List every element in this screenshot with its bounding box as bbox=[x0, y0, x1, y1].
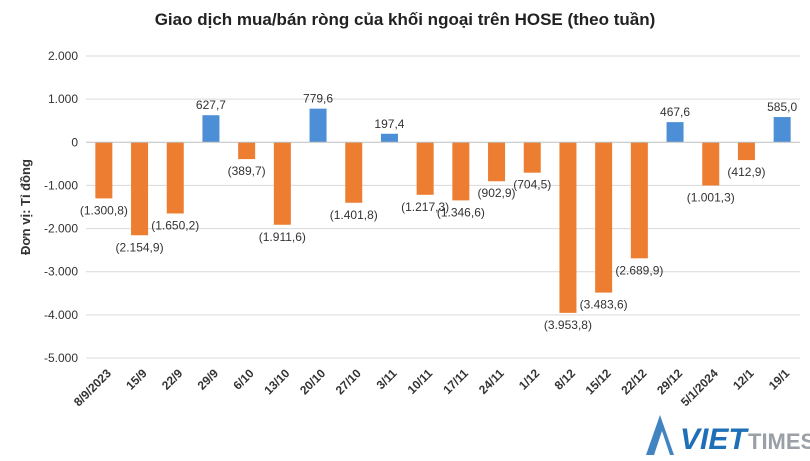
x-tick-label: 5/1/2024 bbox=[678, 366, 721, 409]
x-tick-label: 22/9 bbox=[159, 366, 186, 393]
y-axis-title: Đơn vị: Tỉ đồng bbox=[18, 159, 33, 255]
x-tick-label: 13/10 bbox=[261, 366, 292, 397]
bar bbox=[238, 142, 256, 160]
bar bbox=[630, 142, 648, 259]
x-tick-label: 27/10 bbox=[333, 366, 364, 397]
bar bbox=[452, 142, 470, 201]
bar bbox=[737, 142, 755, 161]
y-tick-label: -1.000 bbox=[44, 178, 78, 192]
bar bbox=[488, 142, 506, 182]
data-label: (1.911,6) bbox=[259, 230, 306, 244]
data-label: (1.217,3) bbox=[401, 200, 449, 214]
logo-text-viet: VIET bbox=[680, 423, 749, 456]
x-tick-label: 8/9/2023 bbox=[71, 366, 114, 409]
data-label: 627,7 bbox=[196, 98, 226, 112]
x-tick-label: 12/1 bbox=[730, 366, 757, 393]
bar bbox=[166, 142, 184, 214]
data-label: 467,6 bbox=[660, 105, 690, 119]
x-tick-label: 22/12 bbox=[618, 366, 649, 397]
viettimes-logo-mark-icon bbox=[646, 415, 674, 455]
y-tick-label: -3.000 bbox=[44, 265, 78, 279]
bar bbox=[666, 122, 684, 143]
x-tick-label: 19/1 bbox=[766, 366, 793, 393]
y-tick-label: 2.000 bbox=[48, 49, 78, 63]
data-label: (3.953,8) bbox=[544, 318, 592, 332]
data-label: (3.483,6) bbox=[580, 298, 628, 312]
data-label: (1.001,3) bbox=[687, 190, 735, 204]
data-label: (1.650,2) bbox=[151, 218, 199, 232]
bar bbox=[773, 117, 791, 143]
data-label: (2.154,9) bbox=[116, 240, 164, 254]
bar bbox=[523, 142, 541, 173]
x-tick-label: 10/11 bbox=[405, 366, 436, 397]
x-tick-label: 24/11 bbox=[476, 366, 507, 397]
data-label: (412,9) bbox=[727, 165, 765, 179]
data-label: 585,0 bbox=[767, 100, 797, 114]
x-tick-label: 3/11 bbox=[374, 366, 400, 392]
bar bbox=[702, 142, 720, 186]
bar bbox=[309, 108, 327, 143]
y-tick-label: -2.000 bbox=[44, 222, 78, 236]
data-label: (2.689,9) bbox=[615, 263, 663, 277]
x-tick-label: 1/12 bbox=[516, 366, 543, 393]
bar bbox=[202, 115, 220, 143]
bar bbox=[273, 142, 291, 225]
chart-title: Giao dịch mua/bán ròng của khối ngoại tr… bbox=[154, 10, 656, 29]
y-tick-label: -5.000 bbox=[44, 351, 78, 365]
y-tick-label: 0 bbox=[71, 135, 78, 149]
x-tick-label: 8/12 bbox=[552, 366, 579, 393]
data-label: (1.300,8) bbox=[80, 203, 128, 217]
bar bbox=[416, 142, 434, 195]
bar bbox=[559, 142, 577, 313]
bar bbox=[380, 133, 398, 143]
bar bbox=[131, 142, 149, 236]
data-label: 779,6 bbox=[303, 92, 333, 106]
bar bbox=[95, 142, 113, 199]
viettimes-logo: VIET TIMES bbox=[646, 415, 810, 456]
x-tick-label: 29/12 bbox=[654, 366, 685, 397]
data-label: (1.401,8) bbox=[330, 208, 378, 222]
data-label: (704,5) bbox=[513, 178, 551, 192]
y-tick-label: 1.000 bbox=[48, 92, 78, 106]
y-tick-label: -4.000 bbox=[44, 308, 78, 322]
data-label: 197,4 bbox=[374, 117, 404, 131]
x-tick-label: 6/10 bbox=[230, 366, 257, 393]
bar bbox=[595, 142, 613, 293]
data-label: (1.346,6) bbox=[437, 205, 485, 219]
logo-text-times: TIMES bbox=[748, 429, 810, 454]
bar bbox=[345, 142, 363, 203]
x-tick-label: 17/11 bbox=[440, 366, 471, 397]
data-label: (902,9) bbox=[478, 186, 516, 200]
x-tick-label: 29/9 bbox=[195, 366, 222, 393]
x-tick-label: 15/12 bbox=[583, 366, 614, 397]
data-label: (389,7) bbox=[228, 164, 266, 178]
x-tick-label: 20/10 bbox=[297, 366, 328, 397]
x-tick-label: 15/9 bbox=[123, 366, 150, 393]
